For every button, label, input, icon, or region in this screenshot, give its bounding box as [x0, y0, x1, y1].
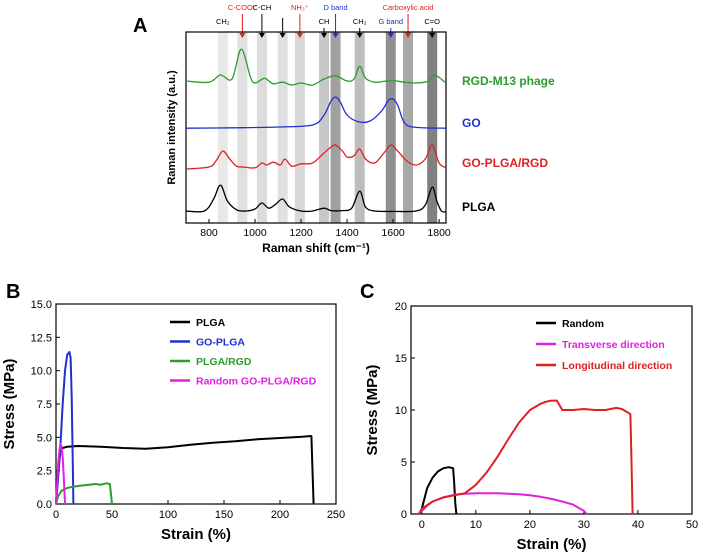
- band-label-4: NH₃⁺: [291, 3, 309, 12]
- y-tick-label-b-6: 15.0: [31, 299, 52, 311]
- series-label-go-plga-rgd: GO-PLGA/RGD: [462, 156, 548, 170]
- x-tick-label-b-0: 0: [53, 509, 59, 521]
- series-label-go: GO: [462, 116, 481, 130]
- series-line-go: [185, 96, 447, 129]
- y-tick-label-c-3: 15: [395, 353, 407, 365]
- x-tick-label-b-4: 200: [271, 509, 289, 521]
- series-line-c-longitudinal-direction: [418, 399, 634, 515]
- panel-label-a: A: [133, 15, 147, 37]
- x-tick-label-c-5: 50: [686, 519, 698, 531]
- x-tick-label-c-1: 10: [470, 519, 482, 531]
- series-line-rgd-m13-phage: [185, 48, 447, 86]
- x-tick-label-a-1: 1000: [243, 227, 267, 239]
- panel-a-raman-chart: CH₂ C-COO⁻C-CH NH₃⁺ CH D band CH₂ G band Carbox…: [166, 3, 555, 255]
- band-arrow-head-2: [258, 33, 265, 38]
- y-tick-label-c-0: 0: [401, 509, 407, 521]
- band-label-10: C=O: [424, 17, 440, 26]
- y-tick-label-c-2: 10: [395, 405, 407, 417]
- y-tick-label-b-2: 5.0: [37, 432, 52, 444]
- band-label-7: CH₂: [353, 17, 367, 26]
- band-shade-5: [319, 32, 330, 223]
- band-shade-7: [354, 32, 365, 223]
- band-arrow-head-5: [321, 33, 328, 38]
- x-axis-label-c: Strain (%): [516, 536, 586, 553]
- band-arrow-head-1: [239, 33, 246, 38]
- panel-label-b: B: [6, 281, 20, 303]
- legend-label-b-plga-rgd: PLGA/RGD: [196, 356, 252, 368]
- plot-frame-c: [410, 305, 693, 515]
- series-line-b-plga-rgd: [55, 482, 113, 505]
- band-shade-6: [330, 32, 341, 223]
- plot-frame-a: [185, 31, 447, 224]
- panel-b-stress-strain-chart: 0 50 100 150 200 250 0.0 2.5 5.0 7.5 10.0 12.5 15.0 S…: [1, 299, 345, 543]
- band-arrow-head-3: [279, 33, 286, 38]
- series-line-go-plga-rgd: [185, 144, 447, 170]
- series-label-rgd-m13-phage: RGD-M13 phage: [462, 74, 555, 88]
- series-line-c-random: [418, 466, 458, 515]
- x-tick-label-b-3: 150: [215, 509, 233, 521]
- panel-c-stress-strain-chart: 0 10 20 30 40 50 0 5 10 15 20 Strain (%) Stress (MPa…: [364, 301, 698, 553]
- y-tick-label-b-0: 0.0: [37, 499, 52, 511]
- x-tick-label-b-1: 50: [106, 509, 118, 521]
- y-tick-label-b-4: 10.0: [31, 366, 52, 378]
- band-label-9: Carboxylic acid: [383, 3, 434, 12]
- x-tick-label-c-3: 30: [578, 519, 590, 531]
- series-line-plga: [185, 184, 447, 213]
- series-line-b-random-go-plga-rgd: [55, 443, 66, 505]
- series-line-b-plga: [55, 435, 315, 505]
- legend-label-b-random-go-plga-rgd: Random GO-PLGA/RGD: [196, 376, 317, 388]
- plot-frame-b: [55, 303, 337, 505]
- band-label-6: D band: [323, 3, 347, 12]
- x-tick-label-a-4: 1600: [381, 227, 405, 239]
- y-tick-label-b-3: 7.5: [37, 399, 52, 411]
- band-arrow-head-10: [429, 33, 436, 38]
- band-arrow-head-9: [405, 33, 412, 38]
- y-tick-label-c-1: 5: [401, 457, 407, 469]
- legend-label-b-go-plga: GO-PLGA: [196, 337, 245, 349]
- y-tick-label-b-1: 2.5: [37, 466, 52, 478]
- y-axis-label-a: Raman intensity (a.u.): [166, 70, 178, 185]
- x-tick-label-a-5: 1800: [427, 227, 451, 239]
- y-tick-label-b-5: 12.5: [31, 332, 52, 344]
- x-tick-label-a-2: 1200: [289, 227, 313, 239]
- x-tick-label-b-2: 100: [159, 509, 177, 521]
- panel-label-c: C: [360, 281, 374, 303]
- legend-label-c-random: Random: [562, 318, 604, 330]
- band-arrow-head-7: [356, 33, 363, 38]
- y-axis-label-c: Stress (MPa): [364, 365, 381, 456]
- legend-label-b-plga: PLGA: [196, 317, 226, 329]
- x-tick-label-a-3: 1400: [335, 227, 359, 239]
- x-tick-label-b-5: 250: [327, 509, 345, 521]
- x-tick-label-c-4: 40: [632, 519, 644, 531]
- x-axis-label-a: Raman shift (cm⁻¹): [262, 241, 370, 255]
- x-tick-label-c-2: 20: [524, 519, 536, 531]
- band-label-0: CH₂: [216, 17, 230, 26]
- band-label-8: G band: [378, 17, 403, 26]
- y-tick-label-c-4: 20: [395, 301, 407, 313]
- band-label-1: C-COO⁻: [228, 3, 257, 12]
- x-tick-label-c-0: 0: [419, 519, 425, 531]
- band-shade-8: [385, 32, 396, 223]
- x-axis-label-b: Strain (%): [161, 526, 231, 543]
- x-tick-label-a-0: 800: [200, 227, 218, 239]
- band-shade-4: [294, 32, 305, 223]
- band-arrow-head-4: [296, 33, 303, 38]
- legend-label-c-longitudinal-direction: Longitudinal direction: [562, 360, 672, 372]
- band-label-2: C-CH: [253, 3, 272, 12]
- band-shade-9: [403, 32, 414, 223]
- series-label-plga: PLGA: [462, 200, 496, 214]
- y-axis-label-b: Stress (MPa): [1, 359, 18, 450]
- band-arrow-head-6: [332, 33, 339, 38]
- band-label-5: CH: [319, 17, 330, 26]
- band-arrow-head-8: [387, 33, 394, 38]
- legend-label-c-transverse-direction: Transverse direction: [562, 339, 665, 351]
